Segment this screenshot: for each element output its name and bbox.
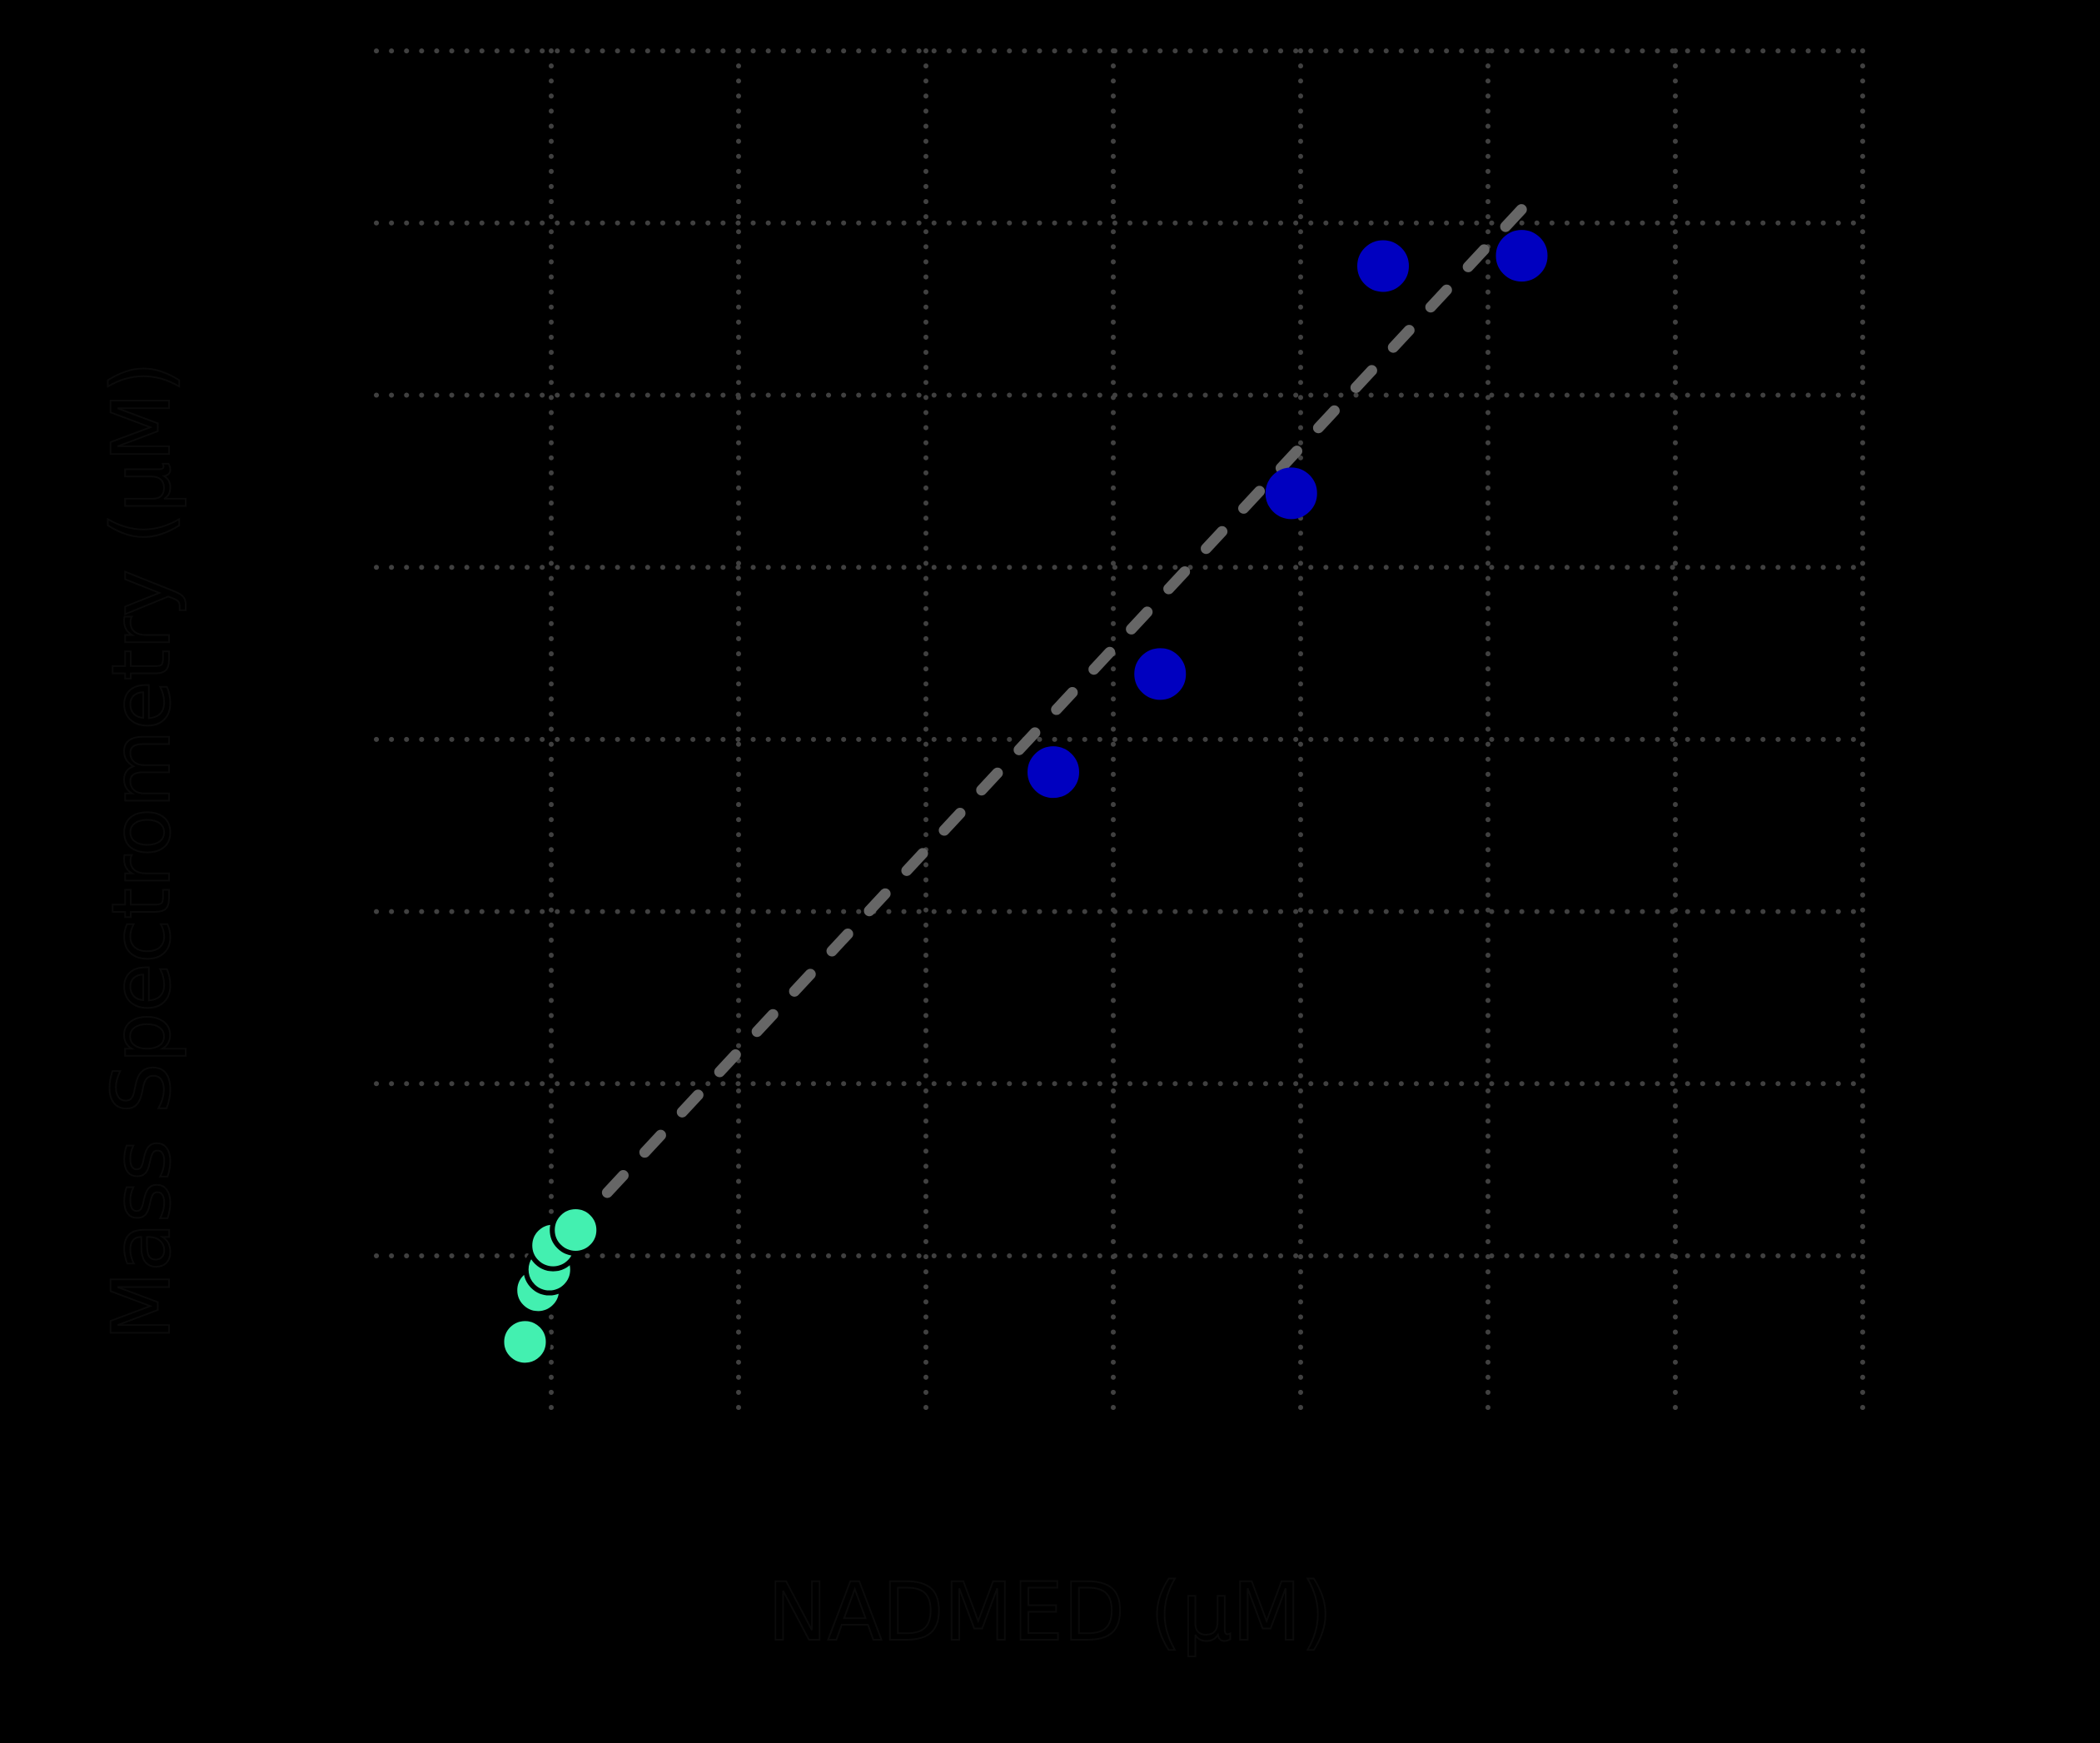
group-1-point [550,1203,602,1256]
group-2-point [1357,240,1409,292]
regression-line [527,203,1527,1279]
group-2-point [1495,230,1548,282]
grid-lines [374,48,1865,1418]
group-2-point [1134,648,1187,700]
fit-line [527,203,1527,1279]
group-2-point [1265,467,1317,520]
group-2-point [1028,746,1079,799]
group-1-point [499,1316,551,1368]
data-points [499,230,1548,1368]
x-axis-title: NADMED (μM) [767,1565,1333,1660]
y-axis-title: Mass Spectrometry (μM) [94,361,189,1341]
